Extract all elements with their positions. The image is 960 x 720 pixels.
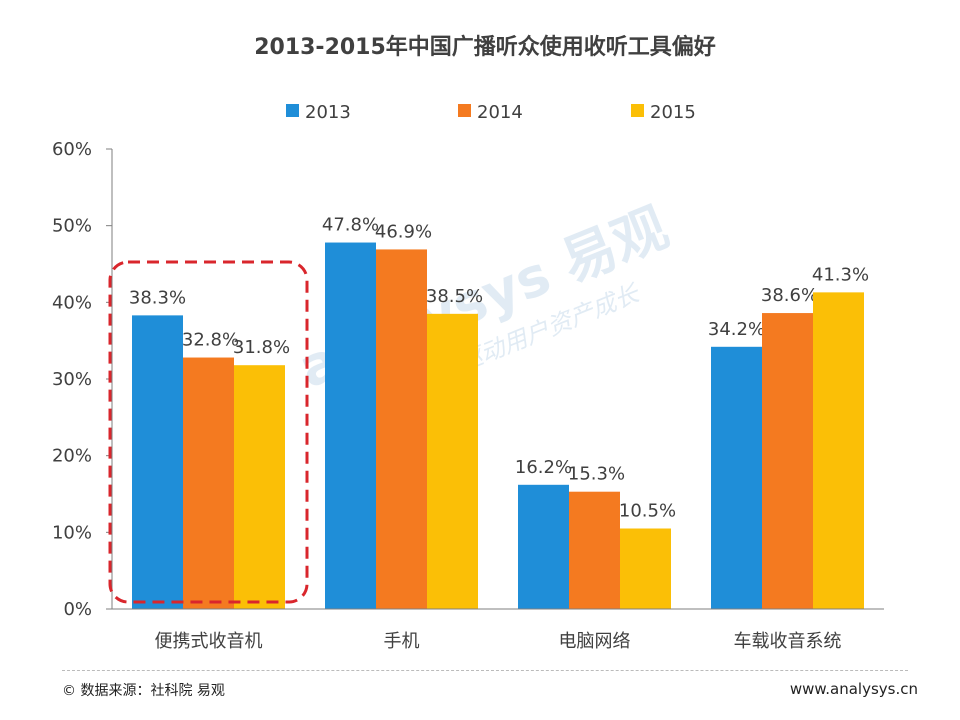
bar-2014-2	[569, 491, 620, 609]
y-tick-label: 30%	[52, 369, 92, 390]
data-label-2014-0: 32.8%	[182, 330, 239, 351]
category-label: 电脑网络	[559, 631, 631, 652]
data-label-2014-2: 15.3%	[568, 464, 625, 485]
chart-title: 2013-2015年中国广播听众使用收听工具偏好	[254, 34, 716, 60]
y-tick-label: 0%	[63, 599, 92, 620]
bar-2013-2	[518, 484, 569, 609]
legend-label-2014: 2014	[477, 102, 523, 123]
category-label: 手机	[384, 631, 420, 652]
data-label-2014-1: 46.9%	[375, 221, 432, 242]
data-label-2015-2: 10.5%	[619, 501, 676, 522]
data-label-2013-1: 47.8%	[322, 215, 379, 236]
footer-divider	[62, 670, 908, 671]
y-tick-label: 40%	[52, 292, 92, 313]
bar-chart: 2013-2015年中国广播听众使用收听工具偏好 analysys 易观 分析驱…	[52, 34, 884, 652]
data-source: © 数据来源：社科院 易观	[62, 683, 225, 699]
bar-2015-1	[427, 313, 478, 609]
legend-swatch-2013	[286, 104, 299, 117]
legend: 2013 2014 2015	[286, 102, 696, 123]
category-label: 车载收音系统	[734, 631, 842, 652]
x-axis: 便携式收音机 手机 电脑网络 车载收音系统	[112, 608, 884, 652]
data-label-2015-3: 41.3%	[812, 264, 869, 285]
y-tick-label: 10%	[52, 522, 92, 543]
legend-swatch-2015	[631, 104, 644, 117]
bar-2013-1	[325, 242, 376, 610]
bar-2014-1	[376, 249, 427, 609]
bar-2015-0	[234, 365, 285, 609]
legend-label-2013: 2013	[305, 102, 351, 123]
y-axis: 0% 10% 20% 30% 40% 50% 60%	[52, 139, 113, 620]
bar-2015-2	[620, 528, 671, 609]
y-tick-label: 60%	[52, 139, 92, 160]
bar-2013-0	[132, 315, 183, 609]
data-label-2013-0: 38.3%	[129, 287, 186, 308]
legend-label-2015: 2015	[650, 102, 696, 123]
legend-swatch-2014	[458, 104, 471, 117]
bar-2013-3	[711, 346, 762, 609]
bar-2014-3	[762, 313, 813, 609]
data-label-2015-0: 31.8%	[233, 337, 290, 358]
data-label-2014-3: 38.6%	[761, 285, 818, 306]
data-label-2015-1: 38.5%	[426, 286, 483, 307]
highlight-box	[108, 260, 309, 604]
data-label-2013-3: 34.2%	[708, 319, 765, 340]
bar-2015-3	[813, 292, 864, 609]
website-url[interactable]: www.analysys.cn	[789, 680, 918, 698]
y-tick-label: 20%	[52, 446, 92, 467]
y-tick-label: 50%	[52, 216, 92, 237]
category-label: 便携式收音机	[155, 631, 263, 652]
bars: 38.3% 32.8%31.8% 47.8%46.9% 38.5% 16.2%15.3%…	[129, 215, 869, 610]
bar-2014-0	[183, 357, 234, 609]
data-label-2013-2: 16.2%	[515, 457, 572, 478]
